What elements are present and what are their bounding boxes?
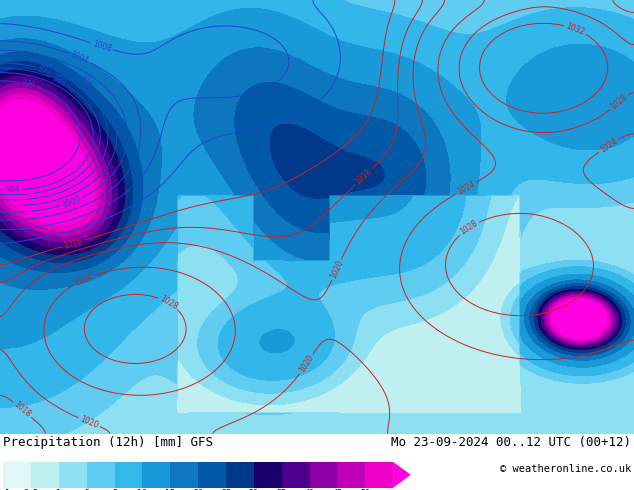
FancyBboxPatch shape [365,462,393,488]
FancyBboxPatch shape [226,462,254,488]
FancyBboxPatch shape [87,462,115,488]
Text: 1016: 1016 [63,236,84,250]
Text: 1018: 1018 [12,400,32,419]
Text: Mo 23-09-2024 00..12 UTC (00+12): Mo 23-09-2024 00..12 UTC (00+12) [391,437,631,449]
Text: 1004: 1004 [68,49,90,66]
Text: 1028: 1028 [158,294,179,312]
FancyBboxPatch shape [143,462,171,488]
Text: 976: 976 [20,78,37,90]
Text: 1020: 1020 [79,415,100,430]
FancyBboxPatch shape [171,462,198,488]
Text: 1024: 1024 [456,179,477,196]
Text: Precipitation (12h) [mm] GFS: Precipitation (12h) [mm] GFS [3,437,213,449]
Text: 1032: 1032 [565,22,586,37]
FancyBboxPatch shape [59,462,87,488]
Text: 1024: 1024 [598,137,619,155]
FancyBboxPatch shape [3,462,31,488]
Polygon shape [393,462,411,488]
Text: © weatheronline.co.uk: © weatheronline.co.uk [500,464,631,474]
FancyBboxPatch shape [309,462,337,488]
Text: 984: 984 [6,185,20,195]
Text: 1024: 1024 [74,271,95,288]
Text: 1000: 1000 [60,195,82,210]
Text: 1012: 1012 [235,124,255,137]
Text: 1008: 1008 [91,39,112,53]
Text: 1028: 1028 [458,219,479,237]
Text: 996: 996 [77,74,94,91]
Text: 1020: 1020 [297,354,316,374]
FancyBboxPatch shape [337,462,365,488]
FancyBboxPatch shape [254,462,281,488]
FancyBboxPatch shape [281,462,309,488]
Text: 992: 992 [37,63,53,76]
FancyBboxPatch shape [115,462,143,488]
FancyBboxPatch shape [31,462,59,488]
Text: 988: 988 [50,74,67,88]
Text: 1020: 1020 [328,259,345,280]
Text: 1028: 1028 [609,93,629,112]
FancyBboxPatch shape [198,462,226,488]
Text: 1018: 1018 [354,167,374,187]
